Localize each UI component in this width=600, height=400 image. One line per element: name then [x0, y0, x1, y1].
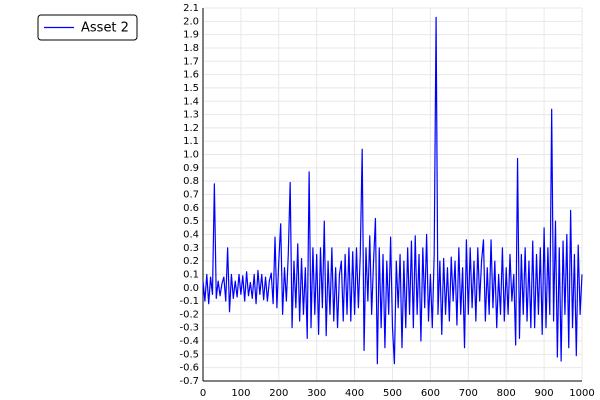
y-tick-label: 1.7	[183, 56, 199, 67]
y-tick-label: 1.5	[183, 83, 199, 94]
y-tick-label: 0.5	[183, 216, 199, 227]
y-tick-label: 1.8	[183, 43, 199, 54]
y-tick-label: 0.4	[183, 229, 199, 240]
y-tick-label: 1.2	[183, 123, 199, 134]
x-tick-label: 0	[200, 388, 206, 399]
x-tick-label: 200	[269, 388, 288, 399]
legend-box	[37, 14, 138, 41]
x-tick-label: 100	[231, 388, 250, 399]
x-tick-label: 800	[497, 388, 516, 399]
y-tick-label: -0.2	[179, 309, 199, 320]
y-tick-label: 1.6	[183, 70, 199, 81]
x-tick-label: 600	[421, 388, 440, 399]
y-tick-label: -0.6	[179, 363, 199, 374]
y-tick-label: 2.1	[183, 3, 199, 14]
x-tick-label: 900	[535, 388, 554, 399]
y-tick-label: 1.1	[183, 136, 199, 147]
x-tick-label: 400	[345, 388, 364, 399]
y-tick-label: 2.0	[183, 16, 199, 27]
y-tick-label: 1.3	[183, 110, 199, 121]
data-line	[202, 16, 583, 365]
y-tick-label: 0.3	[183, 243, 199, 254]
y-tick-label: -0.5	[179, 349, 199, 360]
y-tick-label: -0.3	[179, 323, 199, 334]
y-tick-label: -0.7	[179, 376, 199, 387]
y-tick-label: 0.7	[183, 190, 199, 201]
y-tick-label: 0.8	[183, 176, 199, 187]
y-tick-label: 1.0	[183, 150, 199, 161]
y-tick-label: 1.9	[183, 30, 199, 41]
y-tick-label: 0.1	[183, 269, 199, 280]
x-tick-label: 1000	[569, 388, 594, 399]
y-tick-label: 0.9	[183, 163, 199, 174]
y-tick-label: 0.0	[183, 283, 199, 294]
x-tick-label: 300	[307, 388, 326, 399]
y-tick-label: -0.4	[179, 336, 199, 347]
x-tick-label: 500	[383, 388, 402, 399]
x-tick-label: 700	[459, 388, 478, 399]
y-tick-label: 0.2	[183, 256, 199, 267]
legend-label: Asset 2	[81, 21, 129, 36]
y-tick-label: -0.1	[179, 296, 199, 307]
y-tick-label: 1.4	[183, 96, 199, 107]
y-tick-label: 0.6	[183, 203, 199, 214]
